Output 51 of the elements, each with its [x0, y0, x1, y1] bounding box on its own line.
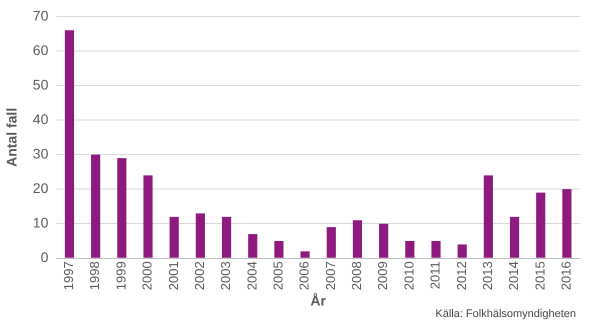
bar [510, 216, 520, 258]
x-tick-label: 2000 [140, 261, 155, 290]
x-axis-title: År [310, 292, 327, 308]
bar [143, 175, 153, 258]
x-tick-label: 2011 [428, 261, 443, 290]
bar [170, 216, 179, 258]
x-tick-label: 2014 [506, 261, 522, 290]
x-tick-label: 2005 [270, 261, 286, 290]
x-tick-label: 2010 [401, 261, 416, 290]
y-axis-title: Antal fall [3, 108, 20, 167]
bar [326, 227, 336, 258]
bar [222, 216, 232, 258]
y-tick-label: 70 [32, 7, 49, 24]
bar [300, 251, 310, 258]
x-tick-label: 1998 [87, 261, 102, 290]
bar [431, 241, 441, 258]
bar [91, 154, 100, 258]
bar [274, 241, 284, 258]
bar [458, 244, 467, 258]
x-tick-label: 2002 [192, 261, 207, 290]
x-tick-label: 2012 [454, 261, 469, 290]
x-tick-label: 2008 [349, 261, 364, 290]
x-tick-label: 1997 [61, 261, 76, 290]
x-tick-label: 2009 [375, 261, 390, 290]
bar [64, 30, 74, 258]
y-tick-label: 20 [32, 180, 49, 196]
x-tick-label: 2001 [166, 261, 181, 290]
x-tick-label: 2004 [244, 261, 260, 290]
x-tick-label: 2016 [558, 261, 574, 290]
bar [405, 241, 414, 258]
bar [536, 192, 546, 258]
y-tick-label: 40 [32, 110, 49, 127]
y-tick-label: 60 [32, 42, 49, 58]
bar [248, 234, 258, 258]
x-tick-label: 2007 [322, 261, 338, 290]
x-tick-label: 2003 [218, 261, 234, 290]
y-tick-label: 50 [32, 76, 49, 92]
x-tick-label: 2006 [296, 261, 312, 290]
x-tick-label: 1999 [113, 261, 128, 290]
bar [379, 224, 388, 258]
bar [484, 175, 493, 258]
bar [117, 158, 126, 258]
y-tick-label: 10 [32, 214, 49, 231]
y-tick-label: 30 [32, 145, 49, 162]
text: Källa: Folkhälsomyndigheten [435, 308, 576, 320]
bar [562, 189, 572, 258]
y-tick-label: 0 [40, 249, 49, 266]
bar [352, 220, 362, 258]
bar [196, 213, 205, 258]
x-tick-label: 2013 [480, 261, 495, 290]
x-tick-label: 2015 [532, 261, 548, 290]
